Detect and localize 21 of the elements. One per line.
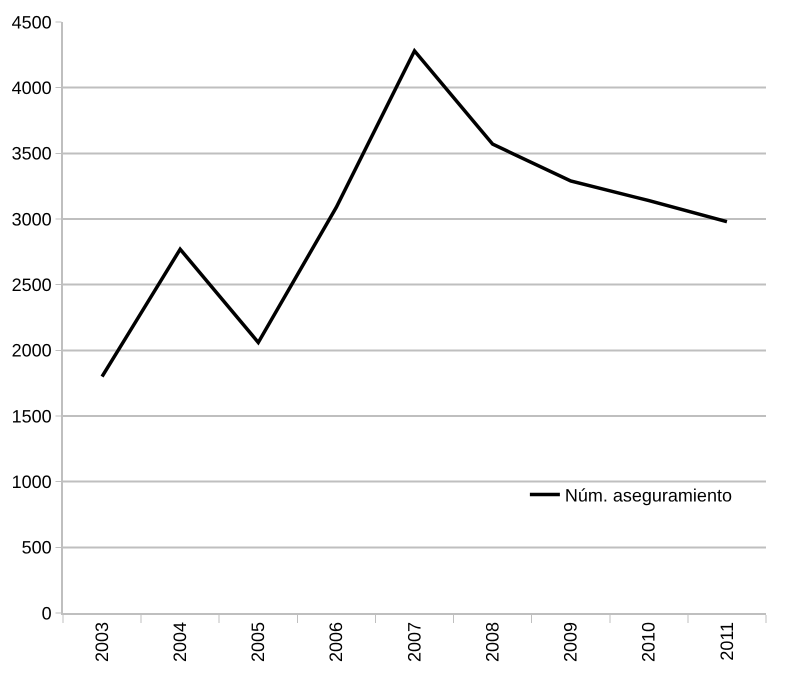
y-tick-label: 4000	[12, 78, 52, 98]
x-tick-label: 2011	[716, 622, 737, 661]
x-tick-label: 2006	[326, 622, 346, 662]
y-tick-label: 1500	[12, 406, 52, 426]
line-series	[100, 49, 729, 378]
x-tick-label: 2008	[482, 622, 502, 662]
y-tick-label: 2500	[12, 274, 52, 295]
x-tick-label: 2004	[170, 622, 190, 662]
y-tick-label: 2000	[12, 340, 52, 361]
x-tick-label: 2005	[248, 622, 268, 662]
y-tick-label: 0	[42, 603, 52, 624]
y-tick-label: 3500	[12, 144, 52, 164]
y-tick-label: 500	[22, 538, 52, 558]
x-tick-label: 2003	[92, 622, 112, 662]
y-tick-label: 3000	[12, 209, 52, 230]
x-tick-label: 2009	[560, 622, 581, 662]
legend-label: Núm. aseguramiento	[564, 486, 732, 506]
x-tick-label: 2010	[638, 622, 659, 662]
y-tick-label: 1000	[12, 472, 52, 492]
y-tick-label: 4500	[12, 12, 52, 32]
x-tick-label: 2007	[404, 622, 424, 662]
